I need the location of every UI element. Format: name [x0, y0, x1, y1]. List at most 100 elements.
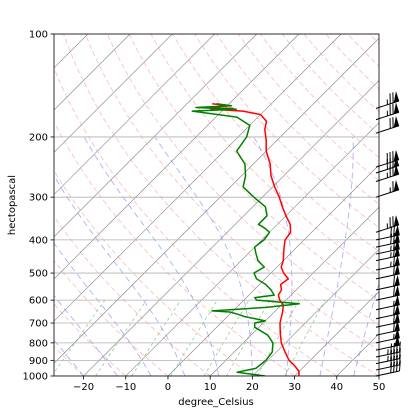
dry-adiabat-line [54, 215, 211, 376]
dry-adiabat-line [54, 169, 253, 376]
y-tick-label: 800 [29, 338, 48, 349]
plot-frame [53, 33, 380, 377]
temperature-profile-line [210, 103, 300, 376]
y-tick: 100 [29, 30, 54, 41]
x-axis-label: degree_Celsius [178, 397, 254, 408]
x-tick: 0 [165, 376, 171, 393]
mixing-ratio-line [203, 299, 250, 376]
dry-adiabat-line [106, 34, 379, 326]
wind-barb [375, 116, 400, 134]
wind-barb [375, 263, 400, 280]
wind-barb [375, 327, 400, 344]
dry-adiabat-line [150, 34, 379, 277]
y-tick-label: 500 [29, 269, 48, 280]
x-tick-label: −20 [73, 382, 94, 393]
isotherm-line [0, 34, 3, 376]
y-tick: 500 [29, 269, 54, 280]
x-tick-label: 40 [330, 382, 343, 393]
wind-barb [375, 215, 400, 233]
dry-adiabat-line [54, 260, 169, 376]
x-tick: 30 [288, 376, 301, 393]
y-tick-label: 300 [29, 193, 48, 204]
x-tick-label: 10 [204, 382, 217, 393]
wind-barb [375, 303, 400, 320]
dry-adiabat-line [259, 34, 379, 159]
dry-adiabat-line [128, 34, 379, 301]
wind-barb [375, 335, 400, 351]
wind-barb [375, 149, 400, 168]
y-tick-label: 900 [29, 356, 48, 367]
dry-adiabat-line [54, 303, 127, 376]
isotherm-line [167, 164, 379, 376]
x-tick: 50 [373, 376, 386, 393]
x-tick-label: −10 [115, 382, 136, 393]
mixing-ratio-line [170, 299, 218, 376]
y-axis-label: hectopascal [7, 175, 18, 235]
moist-adiabat-line [154, 136, 253, 376]
isotherm-line [54, 37, 379, 364]
x-tick-label: 0 [165, 382, 171, 393]
mixing-ratio-line [256, 299, 300, 376]
y-tick-label: 600 [29, 296, 48, 307]
y-tick: 200 [29, 132, 54, 143]
y-tick: 600 [29, 296, 54, 307]
y-tick-label: 1000 [23, 372, 48, 383]
x-tick-label: 50 [373, 382, 386, 393]
wind-barb [375, 274, 400, 291]
isotherm-line [125, 122, 379, 376]
wind-barb [375, 155, 400, 174]
y-tick: 400 [29, 235, 54, 246]
dry-adiabat-line [172, 34, 379, 252]
x-tick-label: 20 [246, 382, 259, 393]
isobar-gridlines [54, 34, 379, 376]
isotherm-line [83, 80, 379, 376]
dry-adiabat-line [392, 34, 418, 376]
x-tick: 20 [246, 376, 259, 393]
isotherm-line [54, 34, 257, 238]
x-tick: 10 [204, 376, 217, 393]
wind-barb [375, 354, 401, 371]
isotherm-line [54, 34, 300, 280]
wind-barb [375, 348, 401, 365]
isotherm-line [54, 34, 215, 195]
wind-barb [375, 224, 400, 241]
y-tick-label: 100 [29, 30, 48, 41]
wind-barb [375, 294, 400, 311]
y-tick: 900 [29, 356, 54, 367]
y-tick-label: 200 [29, 132, 48, 143]
wind-barb [375, 239, 400, 255]
isotherm-line [54, 34, 131, 111]
wind-barb [375, 255, 400, 271]
mixing-ratio-line [226, 299, 271, 376]
y-tick: 1000 [23, 372, 54, 383]
wind-barb [375, 285, 400, 301]
y-tick-label: 700 [29, 319, 48, 330]
profile-lines [191, 103, 301, 376]
isotherm-line [294, 291, 379, 376]
dewpoint-profile-line [191, 103, 301, 376]
wind-barb [375, 245, 400, 262]
isotherm-line [209, 206, 379, 376]
y-tick: 800 [29, 338, 54, 349]
dry-adiabat-line [281, 34, 379, 136]
plot-background [54, 34, 379, 376]
moist-adiabat-line [353, 281, 379, 376]
isotherm-line [54, 34, 173, 153]
y-tick-label: 400 [29, 235, 48, 246]
y-axis: 100 200 300 400 500 600 700 800 900 1000 [23, 30, 54, 383]
isotherm-line [252, 248, 379, 376]
x-tick-label: 30 [288, 382, 301, 393]
y-tick: 300 [29, 193, 54, 204]
wind-barb [375, 232, 400, 248]
wind-barbs [375, 91, 401, 377]
dry-adiabat-line [63, 34, 379, 376]
wind-barb [375, 91, 400, 109]
moist-adiabat-line [54, 174, 186, 376]
dry-adiabat-line [216, 34, 379, 205]
wind-barb [375, 180, 400, 198]
y-tick: 700 [29, 319, 54, 330]
x-tick: −20 [73, 376, 94, 393]
dry-adiabat-line [85, 34, 379, 351]
moist-adiabat-line [319, 136, 354, 376]
